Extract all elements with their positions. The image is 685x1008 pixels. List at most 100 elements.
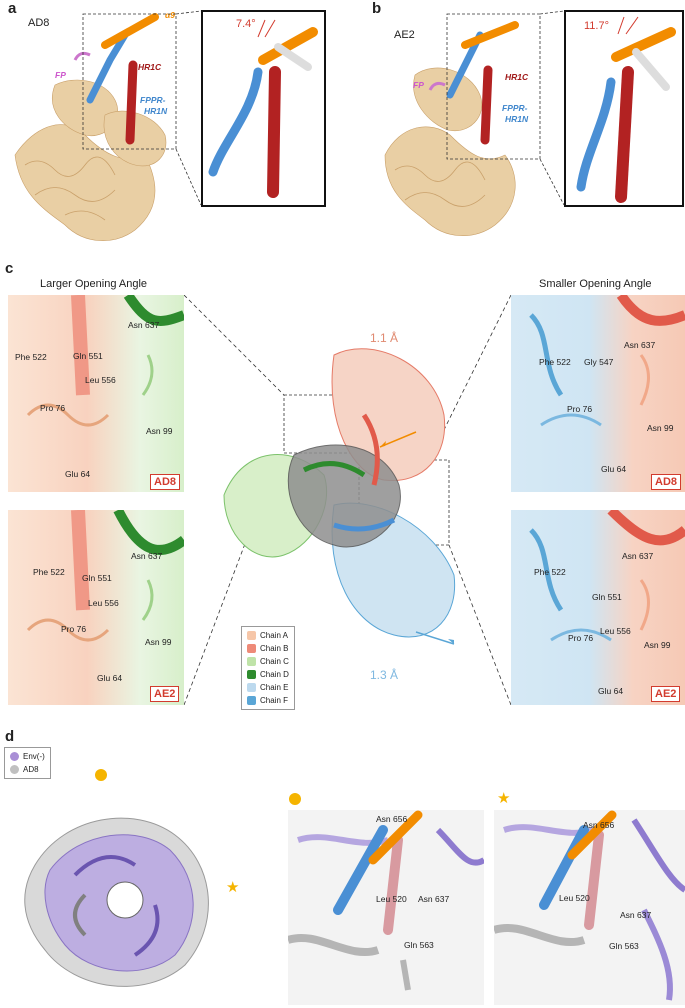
panel-letter-c: c bbox=[5, 260, 14, 277]
residue-label: Gln 551 bbox=[82, 573, 112, 583]
panel-b-title: AE2 bbox=[394, 29, 415, 41]
panel-b-hr1c-label: HR1C bbox=[505, 72, 529, 82]
star-marker-icon: ★ bbox=[226, 879, 240, 896]
residue-label: Asn 99 bbox=[146, 426, 173, 436]
panel-b-angle-label: 11.7° bbox=[584, 20, 609, 32]
legend-entry: Chain B bbox=[247, 642, 289, 655]
residue-label: Asn 637 bbox=[620, 910, 652, 920]
panel-b-alpha9-label: α9 bbox=[490, 27, 500, 37]
legend-swatch bbox=[247, 631, 256, 640]
panel-a-fp-label: FP bbox=[55, 70, 66, 80]
residue-label: Glu 64 bbox=[598, 686, 624, 696]
legend-swatch bbox=[10, 752, 19, 761]
panel-c-right-top-map bbox=[511, 295, 685, 492]
panel-a-hr1n-label: HR1N bbox=[144, 106, 168, 116]
panel-c-right-title: Smaller Opening Angle bbox=[539, 278, 652, 290]
residue-label: Glu 64 bbox=[97, 673, 123, 683]
legend-label: AD8 bbox=[23, 765, 39, 774]
residue-label: Gln 563 bbox=[609, 941, 639, 951]
residue-label: Leu 520 bbox=[376, 894, 407, 904]
panel-c-bottom-shift-label: 1.3 Å bbox=[370, 668, 399, 682]
residue-label: Gln 551 bbox=[592, 592, 622, 602]
panel-b-hr1n-label: HR1N bbox=[505, 114, 529, 124]
panel-c-left-bottom-map bbox=[8, 510, 184, 705]
residue-label: Asn 637 bbox=[624, 340, 656, 350]
panel-a-hr1c-label: HR1C bbox=[138, 62, 162, 72]
panel-c-right-bottom-map bbox=[511, 510, 685, 705]
panel-c-right-top-tag: AD8 bbox=[651, 474, 682, 490]
legend-label: Env(-) bbox=[23, 752, 45, 761]
panel-letter-a: a bbox=[8, 0, 17, 17]
legend-label: Chain A bbox=[260, 631, 289, 640]
panel-c-central-structure bbox=[184, 295, 511, 705]
residue-label: Phe 522 bbox=[15, 352, 47, 362]
residue-label: Asn 637 bbox=[418, 894, 450, 904]
legend-swatch bbox=[247, 670, 256, 679]
panel-c-left-top-tag: AD8 bbox=[150, 474, 181, 490]
legend-swatch bbox=[10, 765, 19, 774]
legend-label: Chain C bbox=[260, 657, 289, 666]
panel-d-right-zoom bbox=[494, 810, 685, 1005]
residue-label: Glu 64 bbox=[65, 469, 91, 479]
legend-swatch bbox=[247, 696, 256, 705]
residue-label: Gly 547 bbox=[584, 357, 614, 367]
panel-b-fppr-label: FPPR- bbox=[502, 103, 528, 113]
legend-entry: Env(-) bbox=[10, 750, 45, 763]
residue-label: Gln 563 bbox=[404, 940, 434, 950]
panel-b-fp-label: FP bbox=[413, 80, 424, 90]
residue-label: Asn 656 bbox=[583, 820, 615, 830]
legend-entry: Chain F bbox=[247, 694, 289, 707]
legend-entry: Chain E bbox=[247, 681, 289, 694]
legend-entry: Chain C bbox=[247, 655, 289, 668]
residue-label: Gln 551 bbox=[73, 351, 103, 361]
star-marker-icon: ★ bbox=[497, 790, 511, 807]
residue-label: Asn 99 bbox=[644, 640, 671, 650]
legend-label: Chain E bbox=[260, 683, 289, 692]
panel-a-zoom-box bbox=[201, 10, 326, 207]
legend-swatch bbox=[247, 644, 256, 653]
residue-label: Asn 637 bbox=[622, 551, 654, 561]
residue-label: Pro 76 bbox=[61, 624, 87, 634]
panel-c-left-title: Larger Opening Angle bbox=[40, 278, 148, 290]
panel-letter-b: b bbox=[372, 0, 382, 17]
residue-label: Phe 522 bbox=[539, 357, 571, 367]
legend-swatch bbox=[247, 657, 256, 666]
circle-marker-icon bbox=[289, 793, 301, 805]
residue-label: Phe 522 bbox=[33, 567, 65, 577]
residue-label: Asn 99 bbox=[145, 637, 172, 647]
panel-a-alpha9-label: α9 bbox=[165, 10, 175, 20]
panel-a-structure bbox=[5, 5, 205, 250]
residue-label: Asn 656 bbox=[376, 814, 408, 824]
panel-d-middle-zoom bbox=[288, 810, 484, 1005]
panel-b-zoom-box bbox=[564, 10, 684, 207]
panel-c-left-top-map bbox=[8, 295, 184, 492]
panel-a-title: AD8 bbox=[28, 17, 50, 29]
panel-letter-d: d bbox=[5, 728, 15, 745]
residue-label: Pro 76 bbox=[40, 403, 66, 413]
residue-label: Pro 76 bbox=[567, 404, 593, 414]
residue-label: Phe 522 bbox=[534, 567, 566, 577]
panel-b-structure bbox=[370, 5, 570, 250]
legend-entry: Chain A bbox=[247, 629, 289, 642]
residue-label: Asn 99 bbox=[647, 423, 674, 433]
circle-marker-icon bbox=[95, 769, 107, 781]
residue-label: Leu 556 bbox=[88, 598, 119, 608]
legend-label: Chain D bbox=[260, 670, 289, 679]
panel-d-trimer-overlay bbox=[24, 817, 209, 987]
panel-c-right-bottom-tag: AE2 bbox=[651, 686, 681, 702]
panel-c-left-bottom-tag: AE2 bbox=[150, 686, 180, 702]
panel-c-top-shift-label: 1.1 Å bbox=[370, 331, 399, 345]
residue-label: Asn 637 bbox=[131, 551, 163, 561]
residue-label: Leu 556 bbox=[85, 375, 116, 385]
panel-a-zoom-lines bbox=[82, 10, 202, 206]
residue-label: Glu 64 bbox=[601, 464, 627, 474]
legend-entry: Chain D bbox=[247, 668, 289, 681]
residue-label: Asn 637 bbox=[128, 320, 160, 330]
legend-entry: AD8 bbox=[10, 763, 45, 776]
residue-label: Leu 556 bbox=[600, 626, 631, 636]
panel-c-chain-legend: Chain A Chain B Chain C Chain D Chain E … bbox=[241, 626, 295, 710]
residue-label: Leu 520 bbox=[559, 893, 590, 903]
panel-b-zoom-lines bbox=[446, 10, 565, 206]
panel-a-angle-label: 7.4° bbox=[236, 18, 256, 30]
panel-a-fppr-label: FPPR- bbox=[140, 95, 166, 105]
